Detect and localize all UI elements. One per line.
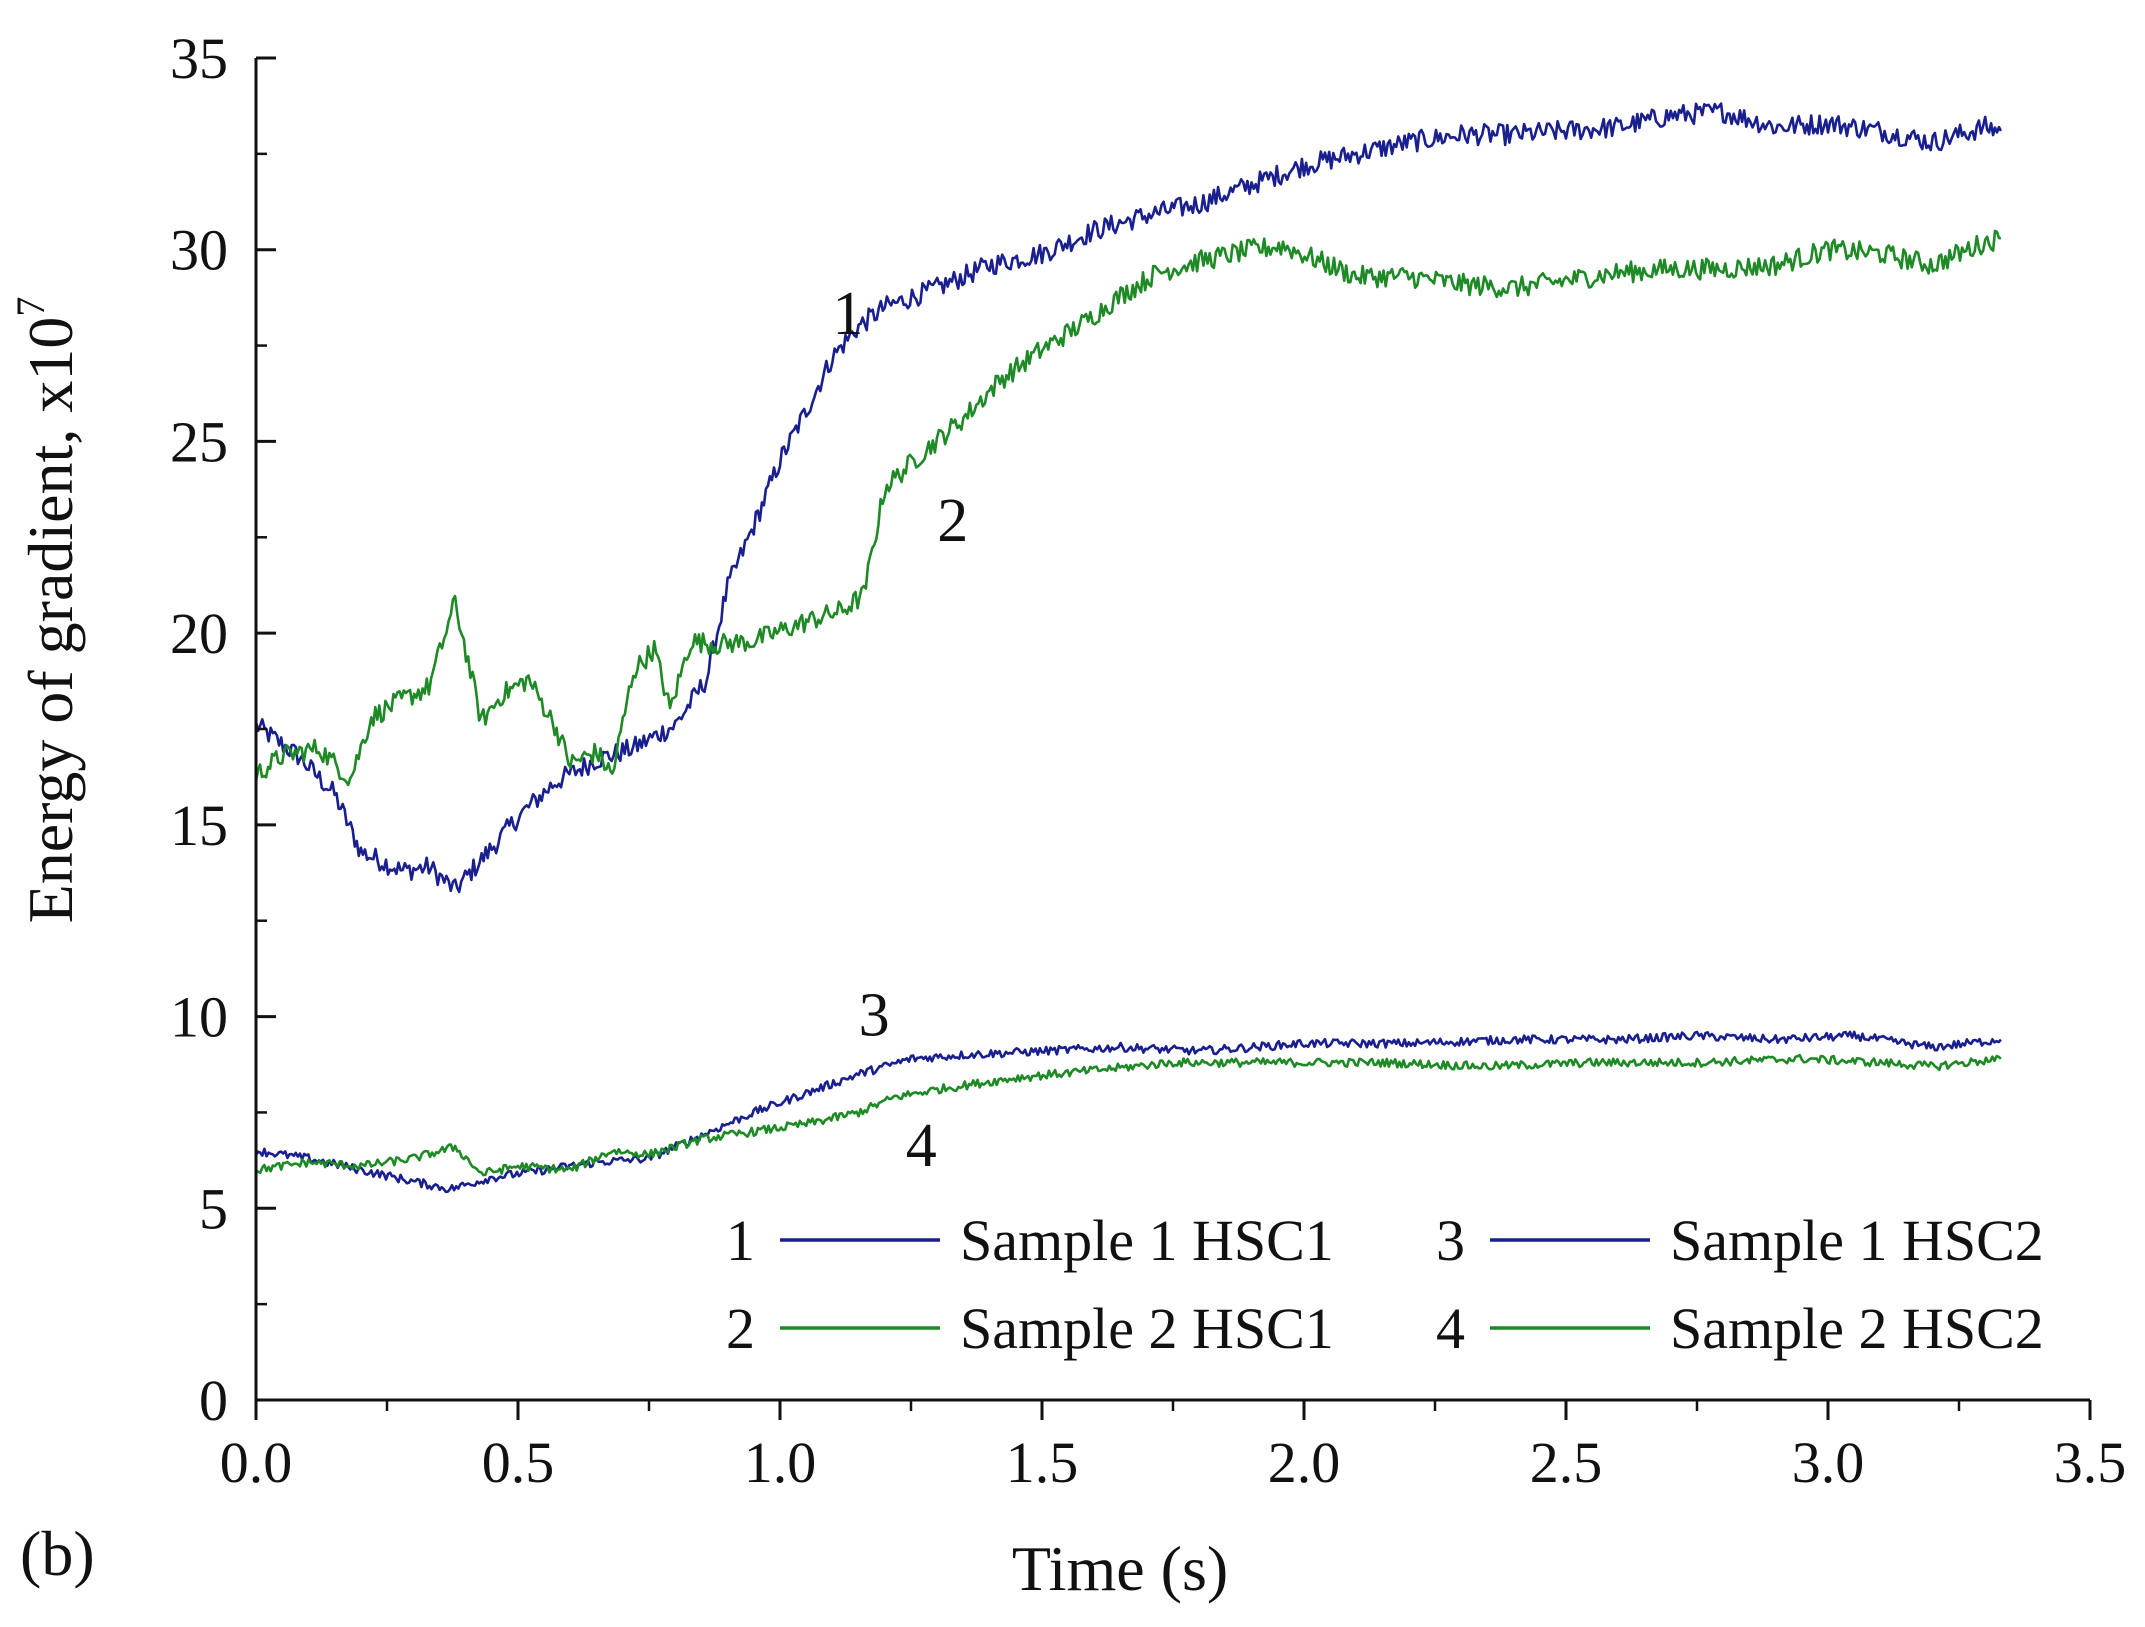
- series-line-1: [254, 102, 2003, 894]
- y-axis-title: Energy of gradient, x107: [8, 297, 86, 924]
- legend-label-2: Sample 2 HSC1: [960, 1296, 1334, 1361]
- y-axis-title-text: Energy of gradient, x10: [15, 317, 86, 924]
- x-tick-label-1.5: 1.5: [1006, 1430, 1079, 1495]
- series-line-3: [254, 1030, 2002, 1194]
- x-tick-label-2.0: 2.0: [1268, 1430, 1341, 1495]
- legend: 1 Sample 1 HSC1 3 Sample 1 HSC2 2 Sample 2 HS…: [726, 1208, 2044, 1361]
- curve-label-4: 4: [906, 1112, 937, 1180]
- x-tick-label-0.5: 0.5: [482, 1430, 555, 1495]
- series-line-2: [254, 229, 2001, 787]
- x-tick-label-1.0: 1.0: [744, 1430, 817, 1495]
- legend-number-2: 2: [726, 1296, 755, 1361]
- x-tick-label-3.0: 3.0: [1792, 1430, 1865, 1495]
- panel-label: (b): [20, 1518, 95, 1589]
- y-tick-label-30: 30: [170, 218, 228, 283]
- curve-label-2: 2: [937, 487, 968, 555]
- curve-label-3: 3: [859, 982, 890, 1050]
- y-tick-label-10: 10: [170, 985, 228, 1050]
- legend-number-4: 4: [1436, 1296, 1465, 1361]
- series-layer: [254, 102, 2003, 1194]
- legend-number-1: 1: [726, 1208, 755, 1273]
- y-tick-label-35: 35: [170, 26, 228, 91]
- x-axis-title: Time (s): [1012, 1533, 1228, 1604]
- y-tick-label-0: 0: [199, 1368, 228, 1433]
- axes-layer: 0 5 10 15 20 25 30 35 0.0 0.5 1.0 1.5 2.0 2.5 3.0 3.5: [170, 26, 2126, 1495]
- y-tick-label-15: 15: [170, 793, 228, 858]
- x-tick-label-0.0: 0.0: [220, 1430, 293, 1495]
- labels-layer: 1 2 34: [832, 280, 968, 1180]
- y-tick-label-25: 25: [170, 409, 228, 474]
- y-tick-label-20: 20: [170, 601, 228, 666]
- y-axis-title-exponent: 7: [8, 297, 53, 317]
- curve-label-1: 1: [832, 280, 863, 348]
- legend-number-3: 3: [1436, 1208, 1465, 1273]
- series-line-4: [255, 1053, 2002, 1177]
- legend-label-3: Sample 1 HSC2: [1670, 1208, 2044, 1273]
- y-tick-label-5: 5: [199, 1176, 228, 1241]
- x-tick-label-2.5: 2.5: [1530, 1430, 1603, 1495]
- legend-label-4: Sample 2 HSC2: [1670, 1296, 2044, 1361]
- x-tick-label-3.5: 3.5: [2054, 1430, 2127, 1495]
- legend-label-1: Sample 1 HSC1: [960, 1208, 1334, 1273]
